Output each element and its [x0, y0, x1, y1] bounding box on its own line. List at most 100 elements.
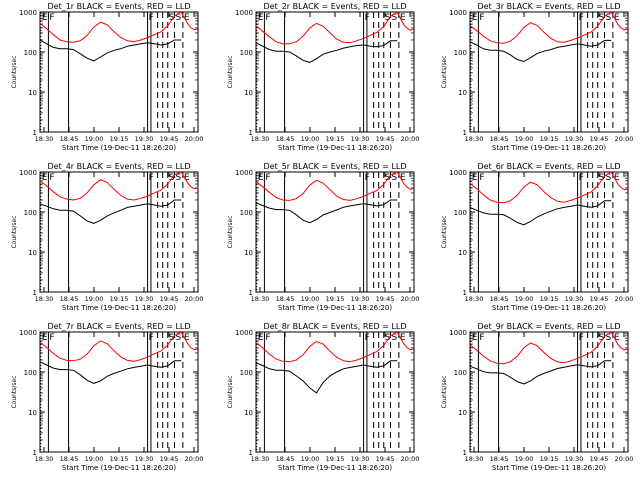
y-tick-label: 10 — [244, 409, 253, 417]
y-tick-label: 1 — [33, 129, 37, 137]
series-lld-line — [40, 332, 198, 362]
y-tick-label: 10 — [458, 89, 467, 97]
y-tick-label: 1000 — [19, 329, 37, 337]
x-tick-label: 19:30 — [135, 135, 154, 143]
series-events-line — [256, 360, 398, 394]
y-tick-label: 1000 — [19, 9, 37, 17]
x-tick-label: 19:30 — [565, 455, 584, 463]
x-tick-label: 19:30 — [351, 455, 370, 463]
x-tick-label: 18:45 — [60, 295, 79, 303]
marker-label: S — [605, 333, 611, 343]
y-tick-label: 100 — [24, 209, 37, 217]
plot-title: Det_9r BLACK = Events, RED = LLD — [477, 322, 620, 331]
marker-label: S — [385, 333, 391, 343]
x-axis-label: Start Time (19-Dec-11 18:26:20) — [492, 304, 606, 312]
x-tick-label: 19:45 — [160, 295, 179, 303]
marker-label: F — [265, 13, 270, 23]
y-axis-label: Counts/sec — [227, 55, 234, 88]
x-tick-label: 18:30 — [35, 295, 54, 303]
x-tick-label: 19:00 — [301, 295, 320, 303]
marker-label: F — [49, 333, 54, 343]
x-tick-label: 19:45 — [376, 135, 395, 143]
x-tick-label: 19:15 — [540, 295, 559, 303]
marker-label: E — [258, 333, 264, 343]
series-lld-line — [40, 172, 198, 201]
y-tick-label: 1 — [33, 289, 37, 297]
series-lld-line — [256, 172, 414, 201]
x-axis-label: Start Time (19-Dec-11 18:26:20) — [492, 144, 606, 152]
marker-label: S — [599, 13, 605, 23]
series-events-line — [470, 360, 612, 385]
y-axis-label: Counts/sec — [11, 215, 18, 248]
x-tick-label: 19:00 — [85, 455, 104, 463]
panel-det-1r: Det_1r BLACK = Events, RED = LLD 1 10 100 10… — [11, 2, 203, 152]
y-tick-label: 1000 — [235, 169, 253, 177]
x-tick-label: 18:30 — [251, 135, 270, 143]
marker-label: S — [175, 333, 181, 343]
x-tick-label: 19:30 — [565, 135, 584, 143]
x-tick-label: 19:00 — [301, 135, 320, 143]
marker-label: S — [391, 173, 397, 183]
marker-label: S — [605, 173, 611, 183]
marker-label: E — [184, 333, 190, 343]
x-tick-label: 19:15 — [110, 135, 129, 143]
x-axis-label: Start Time (19-Dec-11 18:26:20) — [278, 144, 392, 152]
series-lld-line — [256, 12, 414, 45]
x-tick-label: 20:00 — [185, 295, 204, 303]
y-axis-label: Counts/sec — [227, 215, 234, 248]
x-tick-label: 20:00 — [401, 295, 420, 303]
marker-label: E — [400, 333, 406, 343]
marker-label: S — [599, 333, 605, 343]
y-tick-label: 1 — [463, 289, 467, 297]
series-lld-line — [470, 172, 628, 204]
x-tick-label: 19:45 — [160, 135, 179, 143]
y-axis-label: Counts/sec — [11, 55, 18, 88]
panel-det-9r: Det_9r BLACK = Events, RED = LLD 1 10 100 10… — [441, 322, 633, 472]
plot-title: Det_1r BLACK = Events, RED = LLD — [47, 2, 190, 11]
y-tick-label: 1 — [33, 449, 37, 457]
y-tick-label: 1 — [463, 129, 467, 137]
y-tick-label: 1000 — [235, 329, 253, 337]
y-tick-label: 10 — [28, 89, 37, 97]
y-tick-label: 1000 — [449, 329, 467, 337]
series-events-line — [470, 200, 612, 226]
marker-label: S — [385, 13, 391, 23]
marker-label: F — [479, 13, 484, 23]
marker-label: E — [258, 173, 264, 183]
marker-label: E — [400, 13, 406, 23]
x-tick-label: 18:30 — [465, 135, 484, 143]
marker-label: E — [42, 13, 48, 23]
x-tick-label: 19:00 — [515, 455, 534, 463]
series-events-line — [40, 39, 182, 62]
y-axis-label: Counts/sec — [441, 375, 448, 408]
plot-title: Det_6r BLACK = Events, RED = LLD — [477, 162, 620, 171]
marker-label: F — [49, 13, 54, 23]
y-tick-label: 1000 — [19, 169, 37, 177]
y-tick-label: 1 — [463, 449, 467, 457]
x-tick-label: 20:00 — [615, 455, 634, 463]
x-axis-label: Start Time (19-Dec-11 18:26:20) — [278, 304, 392, 312]
y-tick-label: 10 — [458, 409, 467, 417]
series-events-line — [40, 360, 182, 384]
x-tick-label: 18:45 — [490, 455, 509, 463]
panel-det-5r: Det_5r BLACK = Events, RED = LLD 1 10 100 10… — [227, 162, 419, 312]
marker-label: F — [265, 173, 270, 183]
series-events-line — [256, 40, 398, 63]
marker-label: E — [42, 333, 48, 343]
marker-label: E — [400, 173, 406, 183]
y-tick-label: 10 — [458, 249, 467, 257]
marker-label: S — [605, 13, 611, 23]
panel-det-3r: Det_3r BLACK = Events, RED = LLD 1 10 100 10… — [441, 2, 633, 152]
panel-det-8r: Det_8r BLACK = Events, RED = LLD 1 10 100 10… — [227, 322, 419, 472]
marker-label: F — [49, 173, 54, 183]
x-tick-label: 19:15 — [326, 135, 345, 143]
marker-label: E — [472, 13, 478, 23]
y-tick-label: 100 — [24, 49, 37, 57]
x-tick-label: 20:00 — [185, 135, 204, 143]
marker-label: S — [175, 13, 181, 23]
x-tick-label: 19:15 — [110, 455, 129, 463]
y-axis-label: Counts/sec — [227, 375, 234, 408]
x-tick-label: 20:00 — [615, 295, 634, 303]
marker-label: F — [479, 333, 484, 343]
plot-title: Det_5r BLACK = Events, RED = LLD — [263, 162, 406, 171]
